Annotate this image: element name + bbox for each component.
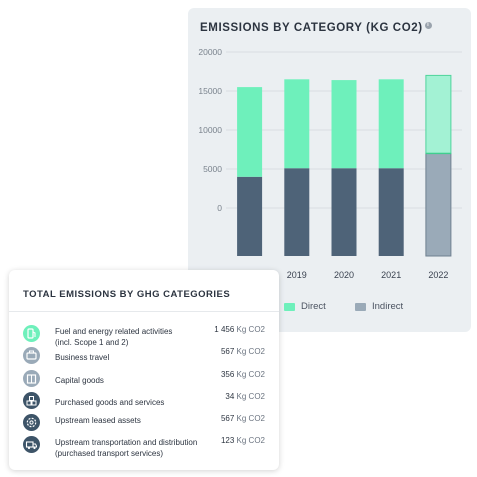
category-value: 567 Kg CO2	[220, 347, 265, 356]
category-row-leased-assets[interactable]: Upstream leased assets 567 Kg CO2	[9, 414, 279, 432]
bar-indirect-2019	[284, 168, 310, 256]
category-name: Upstream leased assets	[55, 416, 141, 425]
x-tick-label-2019: 2019	[287, 270, 307, 280]
category-row-purchased-goods[interactable]: Purchased goods and services 34 Kg CO2	[9, 392, 279, 410]
building-icon	[23, 370, 40, 387]
truck-icon	[23, 436, 40, 453]
x-tick-label-2021: 2021	[381, 270, 401, 280]
info-icon[interactable]: i	[424, 22, 432, 29]
category-row-upstream-transport[interactable]: Upstream transportation and distribution…	[9, 436, 279, 458]
legend-indirect-label: Indirect	[372, 301, 404, 312]
y-tick-label: 0	[217, 203, 222, 213]
divider	[9, 311, 279, 312]
category-row-business-travel[interactable]: Business travel 567 Kg CO2	[9, 347, 279, 365]
fuel-pump-icon	[23, 325, 40, 342]
bar-direct-2020	[331, 80, 357, 169]
category-name: Fuel and energy related activities (incl.…	[55, 327, 173, 347]
legend-direct[interactable]: Direct	[284, 301, 326, 312]
category-row-fuel-energy[interactable]: Fuel and energy related activities (incl.…	[9, 325, 279, 347]
travel-icon	[23, 347, 40, 364]
bar-indirect-2022	[425, 152, 452, 257]
bar-direct-2019	[284, 79, 310, 169]
ghg-categories-card: TOTAL EMISSIONS BY GHG CATEGORIES Fuel a…	[9, 270, 279, 470]
emissions-bar-chart: 0500010000150002000020182019202020212022	[198, 47, 462, 280]
legend-indirect-swatch	[355, 302, 366, 311]
gear-icon	[23, 414, 40, 431]
y-tick-label: 20000	[198, 47, 222, 57]
category-value: 123 Kg CO2	[220, 436, 265, 445]
y-tick-label: 5000	[203, 164, 222, 174]
category-row-capital-goods[interactable]: Capital goods 356 Kg CO2	[9, 370, 279, 388]
category-name: Capital goods	[55, 376, 104, 385]
category-value: 356 Kg CO2	[220, 370, 265, 379]
bar-indirect-2021	[378, 168, 404, 256]
category-name: Business travel	[55, 353, 110, 362]
category-value: 34 Kg CO2	[225, 392, 265, 401]
bar-indirect-2018	[237, 176, 263, 256]
bar-indirect-2020	[331, 168, 357, 256]
category-value: 567 Kg CO2	[220, 414, 265, 423]
legend-direct-swatch	[284, 302, 295, 311]
bar-direct-2018	[237, 87, 263, 177]
category-value: 1 456 Kg CO2	[214, 325, 265, 334]
category-name: Upstream transportation and distribution…	[55, 438, 198, 458]
bar-direct-2022	[425, 74, 452, 154]
y-tick-label: 10000	[198, 125, 222, 135]
x-tick-label-2020: 2020	[334, 270, 354, 280]
legend-direct-label: Direct	[301, 301, 326, 312]
bar-direct-2021	[378, 79, 404, 169]
ghg-card-title: TOTAL EMISSIONS BY GHG CATEGORIES	[23, 289, 231, 300]
y-tick-label: 15000	[198, 86, 222, 96]
chart-title: EMISSIONS BY CATEGORY (KG CO2) i	[200, 22, 432, 34]
legend-indirect[interactable]: Indirect	[355, 301, 403, 312]
x-tick-label-2022: 2022	[428, 270, 448, 280]
category-name: Purchased goods and services	[55, 398, 165, 407]
boxes-icon	[23, 392, 40, 409]
